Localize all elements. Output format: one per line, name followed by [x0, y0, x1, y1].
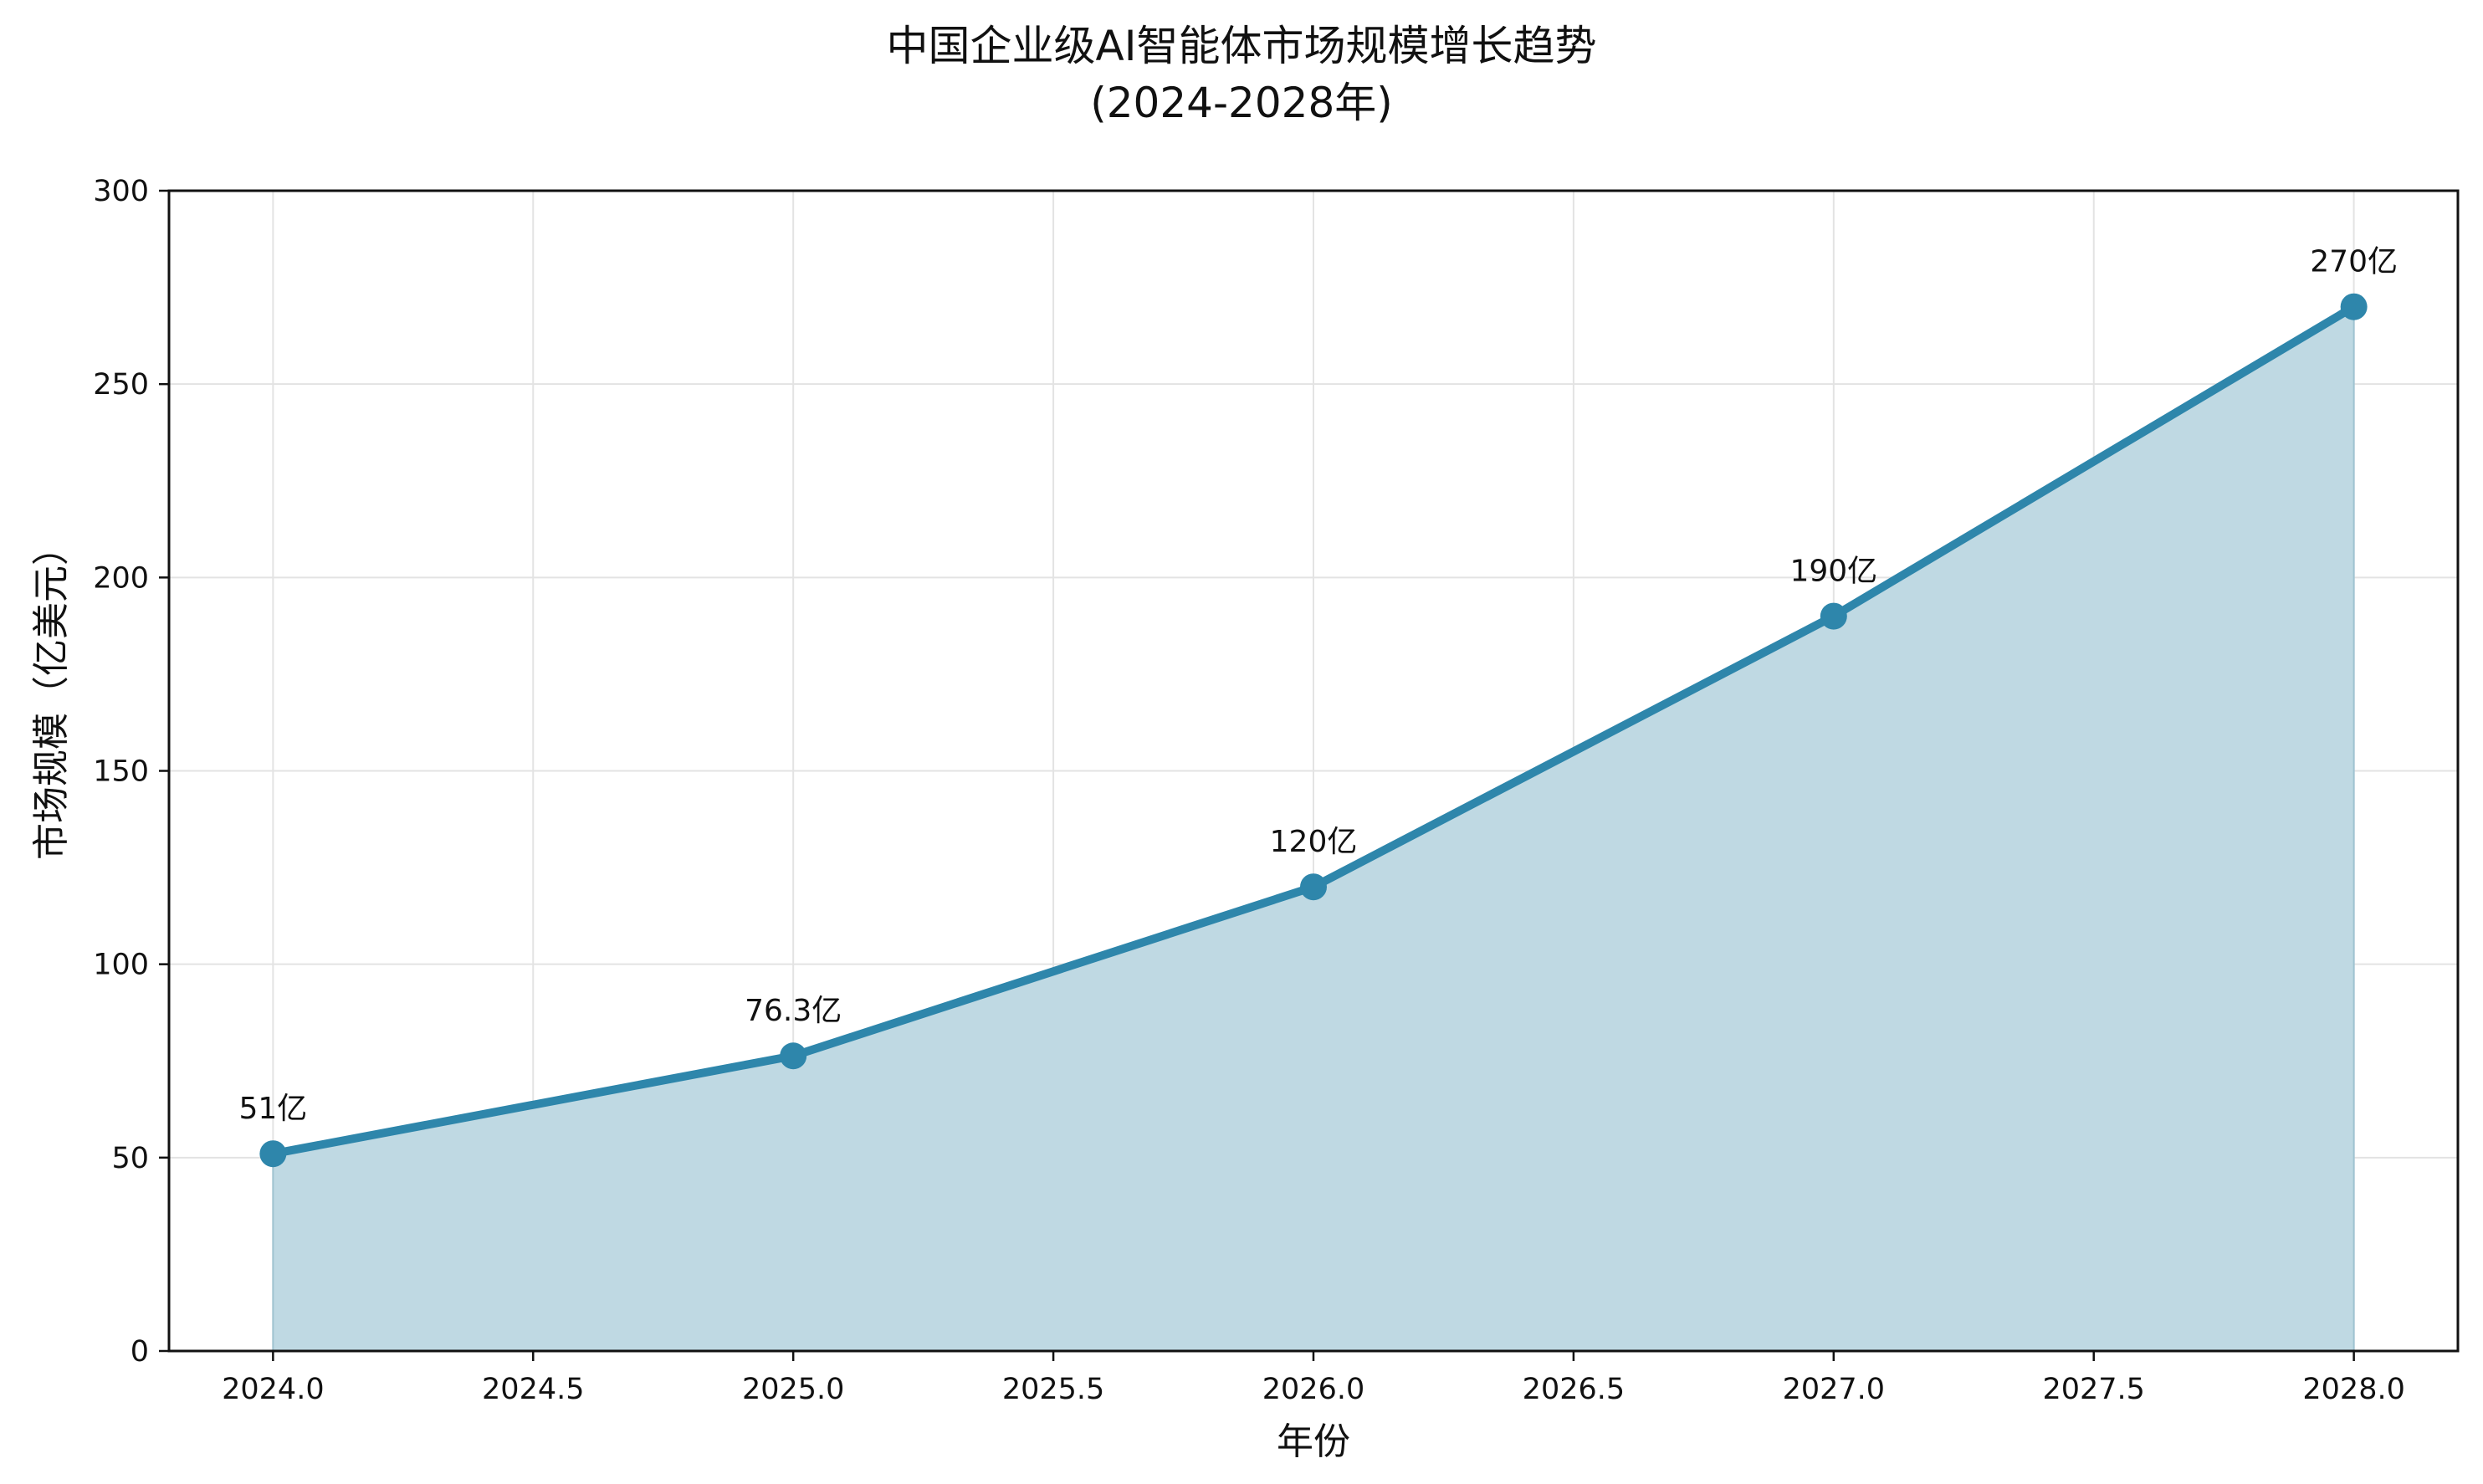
x-axis-label: 年份	[1277, 1420, 1350, 1463]
data-label: 190亿	[1789, 555, 1877, 589]
x-tick-label: 2026.5	[1523, 1373, 1625, 1406]
y-axis-label: 市场规模（亿美元）	[30, 529, 73, 860]
y-tick-label: 100	[93, 949, 149, 982]
data-point	[2340, 293, 2368, 320]
y-axis-ticks: 0 50 100 150 200 250 300	[93, 175, 169, 1369]
chart-title-line2: (2024-2028年)	[1090, 79, 1393, 127]
data-point	[780, 1042, 807, 1070]
x-tick-label: 2027.5	[2042, 1373, 2144, 1406]
data-label: 270亿	[2310, 245, 2398, 279]
y-tick-label: 0	[131, 1335, 149, 1369]
x-tick-label: 2027.0	[1783, 1373, 1885, 1406]
y-tick-label: 150	[93, 755, 149, 789]
y-tick-label: 300	[93, 175, 149, 208]
data-points-layer	[259, 293, 2368, 1168]
data-point	[1820, 602, 1847, 630]
x-axis-ticks: 2024.0 2024.5 2025.0 2025.5 2026.0 2026.5 2027…	[222, 1351, 2405, 1406]
y-tick-label: 200	[93, 561, 149, 595]
data-label: 120亿	[1270, 825, 1358, 859]
x-tick-label: 2025.0	[742, 1373, 844, 1406]
data-point	[1300, 873, 1327, 901]
x-tick-label: 2026.0	[1262, 1373, 1364, 1406]
y-tick-label: 250	[93, 368, 149, 402]
data-labels-layer: 51亿 76.3亿 120亿 190亿 270亿	[238, 245, 2398, 1127]
x-tick-label: 2028.0	[2302, 1373, 2404, 1406]
data-label: 76.3亿	[745, 994, 842, 1028]
data-point	[259, 1140, 287, 1168]
x-tick-label: 2024.5	[482, 1373, 584, 1406]
data-label: 51亿	[238, 1092, 307, 1126]
y-tick-label: 50	[111, 1142, 149, 1175]
x-tick-label: 2024.0	[222, 1373, 324, 1406]
chart-title-line1: 中国企业级AI智能体市场规模增长趋势	[887, 22, 1597, 70]
x-tick-label: 2025.5	[1002, 1373, 1104, 1406]
